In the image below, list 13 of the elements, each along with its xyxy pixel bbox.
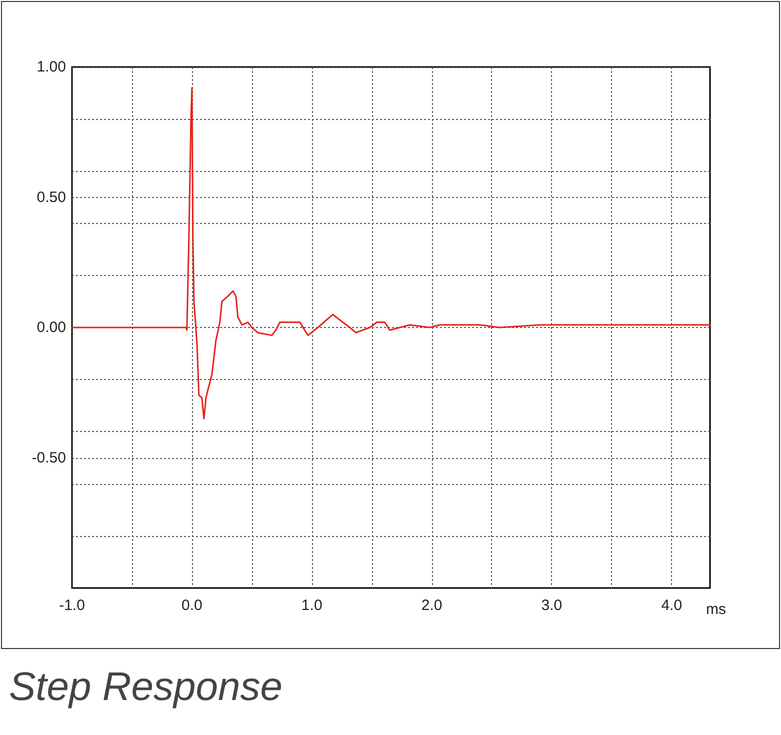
text: Step Response: [9, 665, 283, 709]
x-tick-label: 3.0: [541, 597, 562, 614]
y-tick-label: 1.00: [36, 58, 66, 76]
x-tick-label: 4.0: [661, 597, 682, 614]
x-tick-label: -1.0: [59, 597, 85, 614]
x-axis-title: ms: [706, 601, 726, 618]
y-tick-label: 0.00: [36, 319, 66, 336]
line-series: [71, 87, 711, 420]
x-tick-label: 0.0: [181, 597, 202, 614]
x-tick-label: 2.0: [421, 597, 442, 614]
y-tick-label: -0.50: [32, 449, 66, 466]
x-tick-label: 1.0: [301, 597, 322, 614]
y-tick-label: 0.50: [36, 188, 66, 206]
